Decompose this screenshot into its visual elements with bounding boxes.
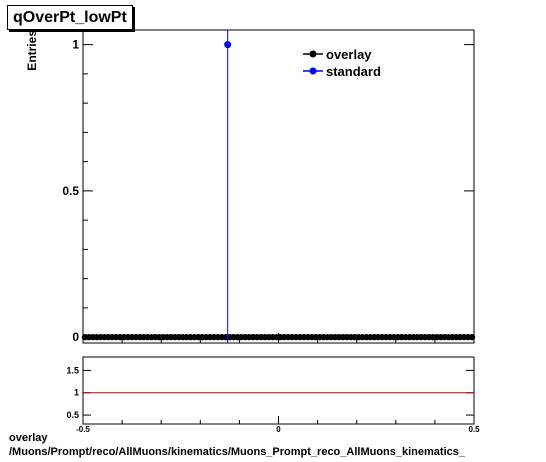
ratio-x-tick-label: -0.5 <box>76 425 90 434</box>
footer-path: /Muons/Prompt/reco/AllMuons/kinematics/M… <box>9 446 465 458</box>
ratio-y-tick-label: 1.5 <box>66 365 79 375</box>
footer-label: overlay <box>9 432 48 444</box>
legend-label-standard: standard <box>326 64 381 79</box>
y-tick-label: 0 <box>72 330 79 344</box>
ratio-x-tick-label: 0.5 <box>468 425 480 434</box>
main-plot-panel: 0 0.5 1 Entries <box>25 29 476 344</box>
standard-point <box>224 41 232 49</box>
legend-label-overlay: overlay <box>326 47 372 62</box>
y-tick-label: 1 <box>72 38 79 52</box>
plot-title: qOverPt_lowPt <box>7 5 133 30</box>
y-tick-label: 0.5 <box>62 184 79 198</box>
ratio-x-tick-label: 0 <box>276 425 281 434</box>
legend-marker-standard <box>309 67 317 75</box>
y-axis-label: Entries <box>25 30 39 71</box>
legend: overlay standard <box>303 47 381 79</box>
ratio-frame <box>82 356 475 425</box>
overlay-point <box>468 333 476 341</box>
legend-marker-overlay <box>309 50 317 58</box>
ratio-y-tick-label: 1 <box>74 388 79 398</box>
main-frame <box>82 29 475 344</box>
ratio-plot-panel: 0.5 1 1.5 -0.5 0 0.5 <box>66 356 480 434</box>
ratio-y-tick-label: 0.5 <box>66 410 79 420</box>
